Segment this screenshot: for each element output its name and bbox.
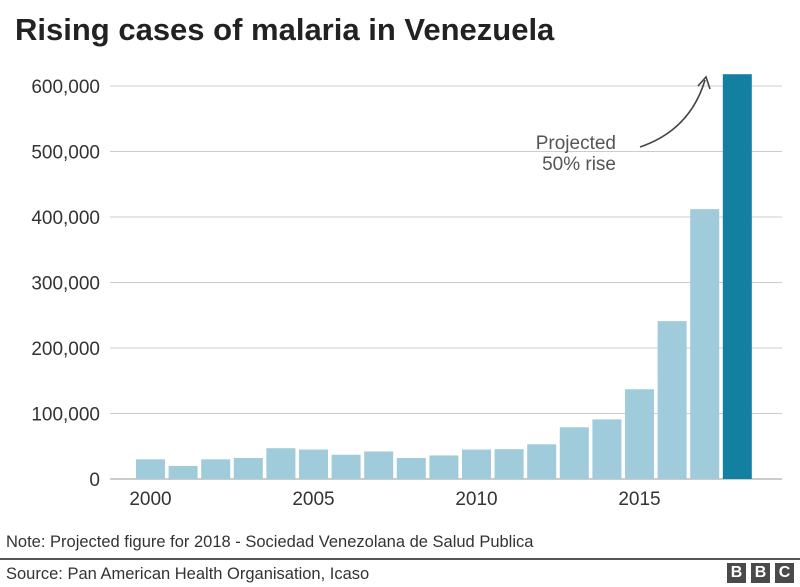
bar-2016 [657, 321, 687, 479]
x-tick-label: 2000 [129, 489, 171, 510]
y-tick-label: 600,000 [31, 77, 100, 98]
y-tick-label: 200,000 [31, 339, 100, 360]
bar-2010 [462, 449, 491, 479]
annotation: Projected 50% rise [536, 75, 711, 175]
x-tick-label: 2015 [618, 489, 660, 510]
bar-2015 [625, 389, 654, 479]
annotation-arrow-icon [639, 79, 706, 148]
bar-2014 [592, 419, 622, 479]
bar-2004 [266, 448, 296, 479]
bar-chart: 0 100,000 200,000 300,000 400,000 500,000 600,… [31, 74, 782, 510]
bar-2011 [494, 449, 524, 479]
bar-2002 [201, 459, 231, 479]
y-tick-label: 300,000 [31, 274, 100, 295]
chart-note: Note: Projected figure for 2018 - Socied… [6, 533, 534, 551]
arrowhead-icon [697, 75, 711, 90]
y-tick-label: 400,000 [31, 208, 100, 229]
x-tick-label: 2010 [455, 489, 497, 510]
bar-2006 [331, 454, 361, 479]
divider [0, 558, 800, 560]
bar-2008 [396, 458, 426, 479]
y-tick-label: 100,000 [31, 405, 100, 426]
chart-source: Source: Pan American Health Organisation… [6, 565, 370, 583]
bar-2000 [136, 459, 165, 479]
bar-2012 [527, 444, 557, 479]
bar-2018 [722, 74, 752, 480]
bar-2001 [168, 465, 198, 479]
bar-2013 [559, 427, 589, 479]
x-tick-label: 2005 [292, 489, 334, 510]
annotation-line1: Projected [536, 133, 616, 154]
bar-2009 [429, 455, 459, 479]
chart-title: Rising cases of malaria in Venezuela [15, 12, 555, 47]
annotation-line2: 50% rise [542, 154, 616, 175]
y-tick-label: 500,000 [31, 143, 100, 164]
y-tick-label: 0 [89, 470, 100, 491]
bar-2003 [233, 458, 263, 479]
bar-2017 [690, 209, 720, 479]
bar-2005 [299, 449, 328, 479]
bar-2007 [364, 451, 394, 479]
